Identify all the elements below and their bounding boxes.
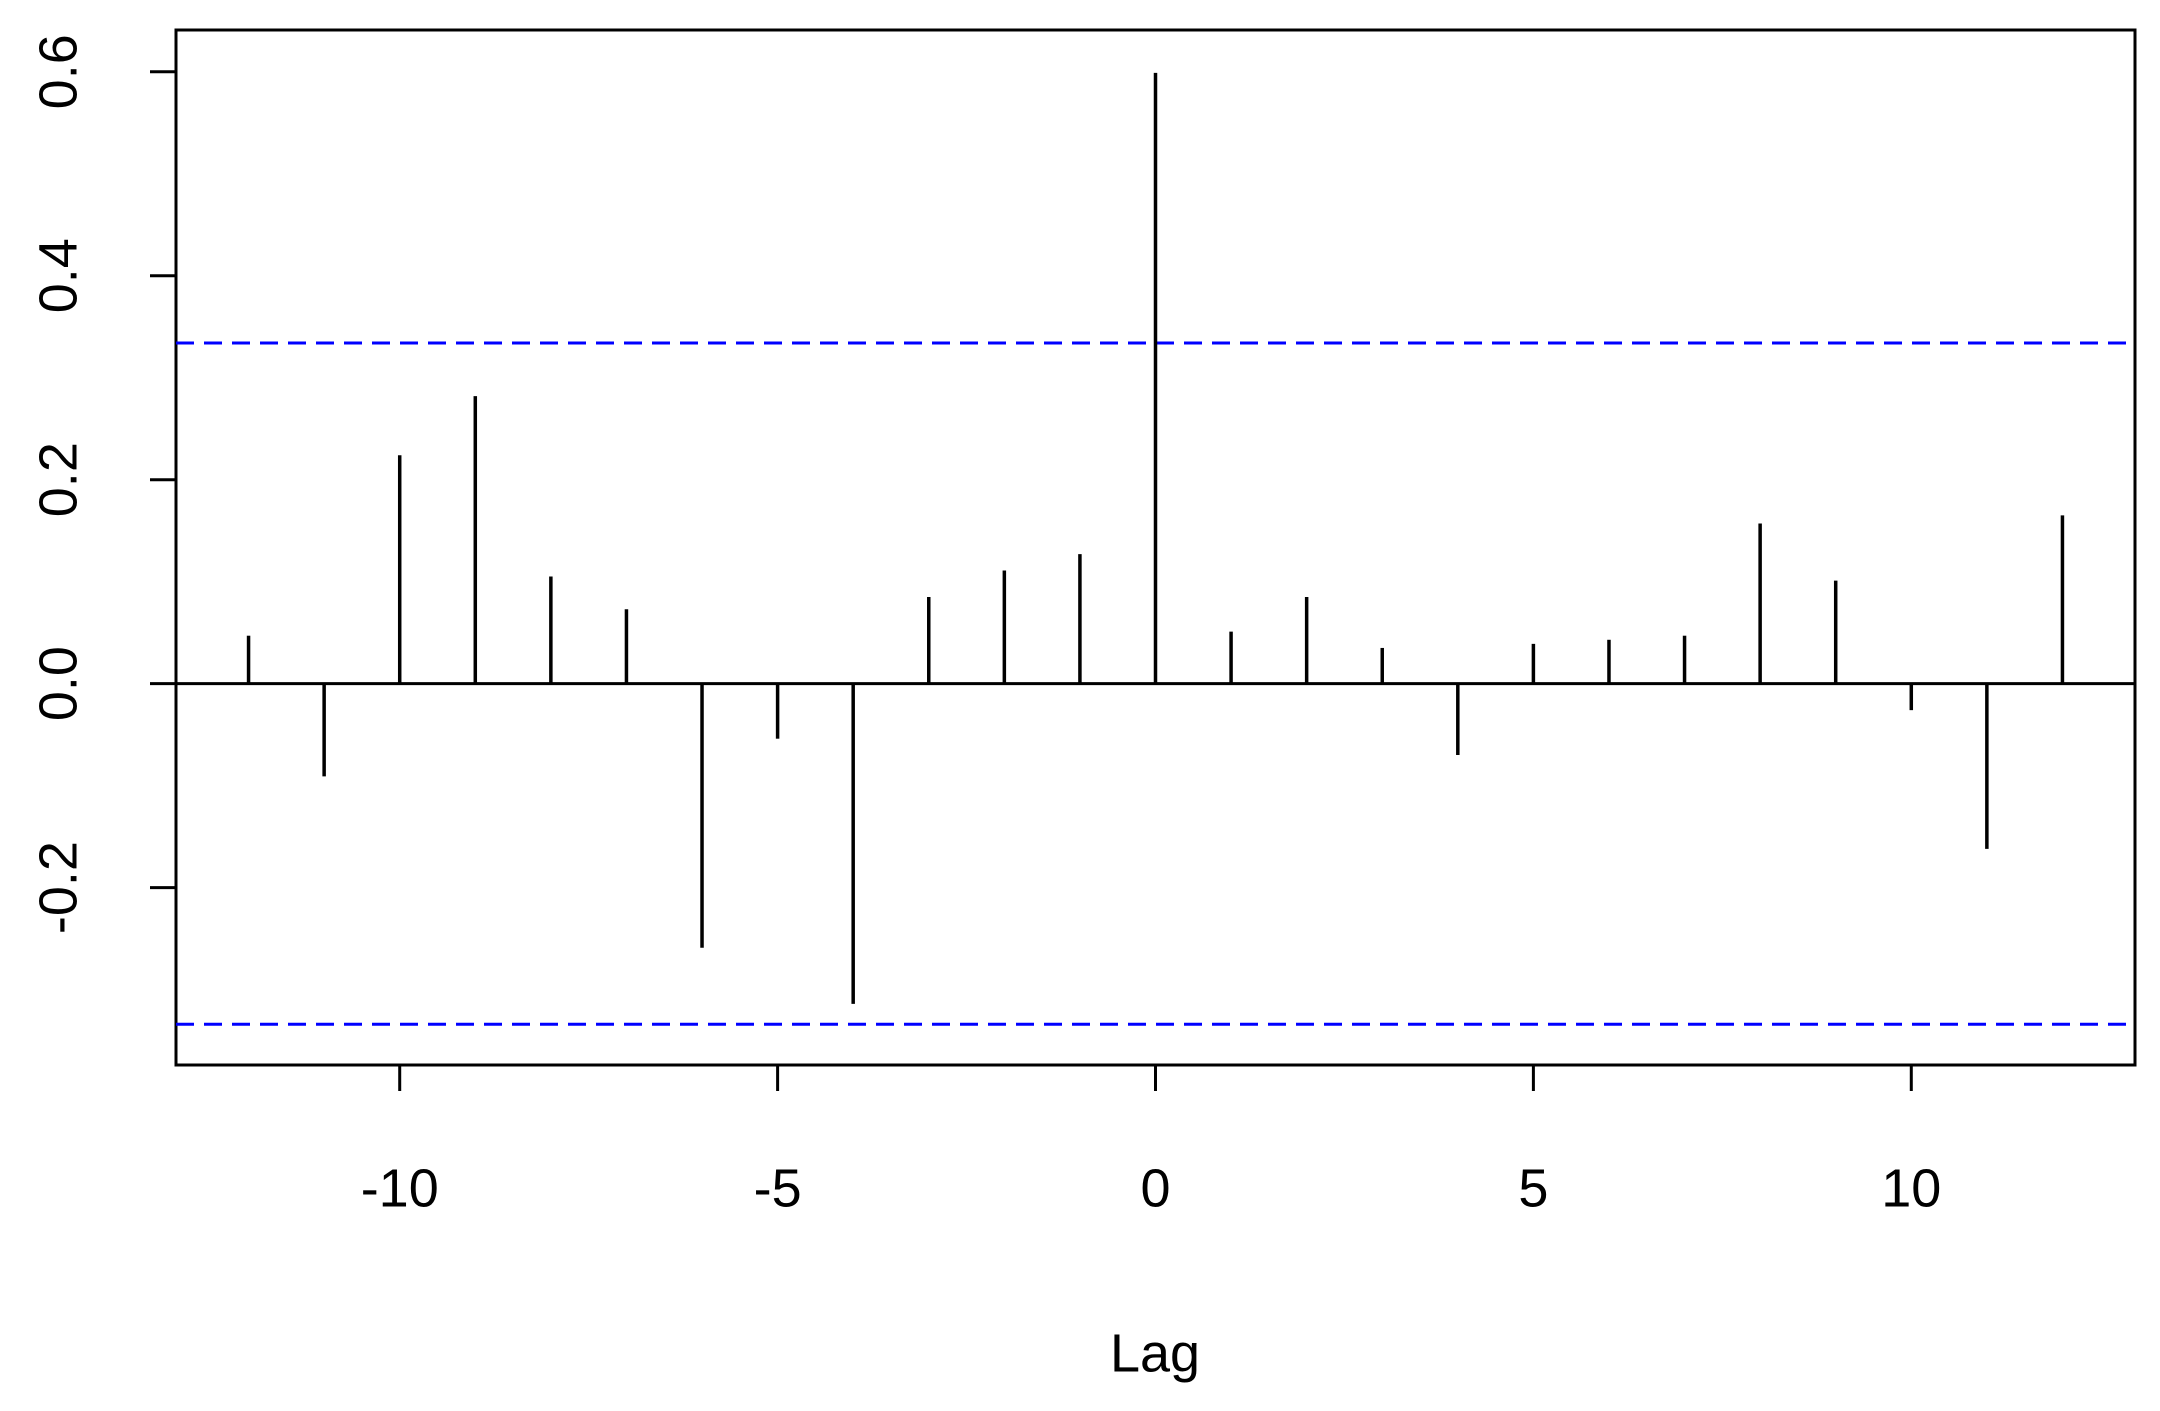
- y-tick-label: 0.2: [28, 442, 88, 517]
- x-tick-label: 0: [1140, 1158, 1170, 1218]
- x-tick-label: -5: [754, 1158, 802, 1218]
- x-tick-label: -10: [361, 1158, 439, 1218]
- y-tick-label: -0.2: [28, 841, 88, 934]
- y-tick-label: 0.6: [28, 34, 88, 109]
- x-axis-label: Lag: [1110, 1323, 1200, 1383]
- y-tick-label: 0.4: [28, 238, 88, 313]
- x-tick-label: 10: [1881, 1158, 1941, 1218]
- y-tick-label: 0.0: [28, 646, 88, 721]
- x-tick-label: 5: [1518, 1158, 1548, 1218]
